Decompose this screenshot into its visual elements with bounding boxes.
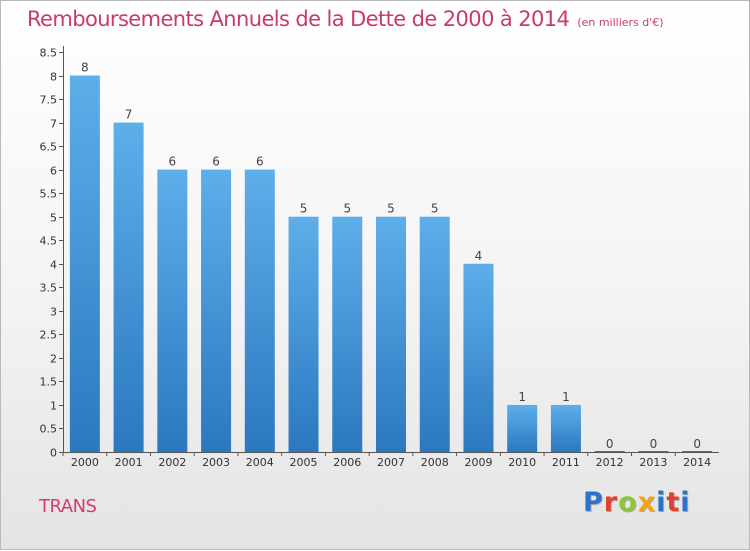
chart-subtitle: (en milliers d'€) [577,16,664,29]
bar-2008 [419,216,450,452]
data-label-2007: 5 [387,202,395,216]
y-tick-label-7.5: 7.5 [40,94,58,107]
data-label-2011: 1 [562,390,570,404]
logo-letter: o [618,487,638,518]
x-tick-label-2014: 2014 [683,456,711,469]
chart-title: Remboursements Annuels de la Dette de 20… [27,7,664,31]
y-tick-label-0.5: 0.5 [40,423,58,436]
x-tick-label-2009: 2009 [464,456,492,469]
x-tick-label-2005: 2005 [290,456,318,469]
data-label-2010: 1 [518,390,526,404]
y-tick-label-7: 7 [50,118,57,131]
x-tick-label-2004: 2004 [246,456,274,469]
logo-letter: i [680,487,691,518]
bar-2002 [157,169,188,452]
data-label-2009: 4 [475,249,483,263]
commune-name: TRANS [39,496,97,517]
data-label-2013: 0 [650,437,658,451]
data-label-2012: 0 [606,437,614,451]
x-tick-label-2013: 2013 [639,456,667,469]
y-tick-label-1: 1 [50,400,57,413]
x-tick-label-2001: 2001 [115,456,143,469]
y-tick-label-0: 0 [50,447,57,460]
y-tick-label-2: 2 [50,353,57,366]
y-tick-label-4.5: 4.5 [40,235,58,248]
x-tick-label-2003: 2003 [202,456,230,469]
x-tick-label-2006: 2006 [333,456,361,469]
x-tick-label-2000: 2000 [71,456,99,469]
y-tick-label-4: 4 [50,259,57,272]
logo-letter: r [603,487,619,518]
y-tick-label-8.5: 8.5 [40,47,58,60]
y-tick-label-2.5: 2.5 [40,329,58,342]
data-label-2000: 8 [81,61,89,75]
bar-2007 [376,216,406,452]
logo-letter: t [666,487,681,518]
data-label-2014: 0 [693,437,701,451]
bar-2010 [507,404,538,452]
data-label-2004: 6 [256,155,264,169]
y-tick-label-6: 6 [50,165,57,178]
bar-2004 [244,169,275,452]
bar-2001 [113,122,144,453]
bar-2000 [69,75,100,452]
data-label-2006: 5 [343,202,351,216]
logo-letter: i [656,487,667,518]
x-tick-label-2012: 2012 [596,456,624,469]
data-label-2003: 6 [212,155,220,169]
y-tick-label-3: 3 [50,306,57,319]
bar-2005 [288,216,319,452]
logo-letter: P [583,487,604,518]
x-tick-label-2010: 2010 [508,456,536,469]
x-tick-label-2011: 2011 [552,456,580,469]
y-tick-label-6.5: 6.5 [40,141,58,154]
data-label-2005: 5 [300,202,308,216]
x-tick-label-2007: 2007 [377,456,405,469]
y-tick-label-8: 8 [50,71,57,84]
logo-letter: x [637,487,657,518]
y-tick-label-5.5: 5.5 [40,188,58,201]
chart-title-text: Remboursements Annuels de la Dette de 20… [27,7,570,31]
x-tick-label-2002: 2002 [158,456,186,469]
data-label-2001: 7 [125,108,133,122]
x-tick-label-2008: 2008 [421,456,449,469]
proxiti-logo: Proxiti [583,487,691,518]
bar-2009 [463,263,494,452]
data-label-2008: 5 [431,202,439,216]
y-tick-label-3.5: 3.5 [40,282,58,295]
bar-2006 [332,216,363,452]
y-tick-label-5: 5 [50,212,57,225]
bar-2003 [201,169,232,452]
data-label-2002: 6 [169,155,177,169]
y-tick-label-1.5: 1.5 [40,376,58,389]
bar-2011 [550,404,581,452]
